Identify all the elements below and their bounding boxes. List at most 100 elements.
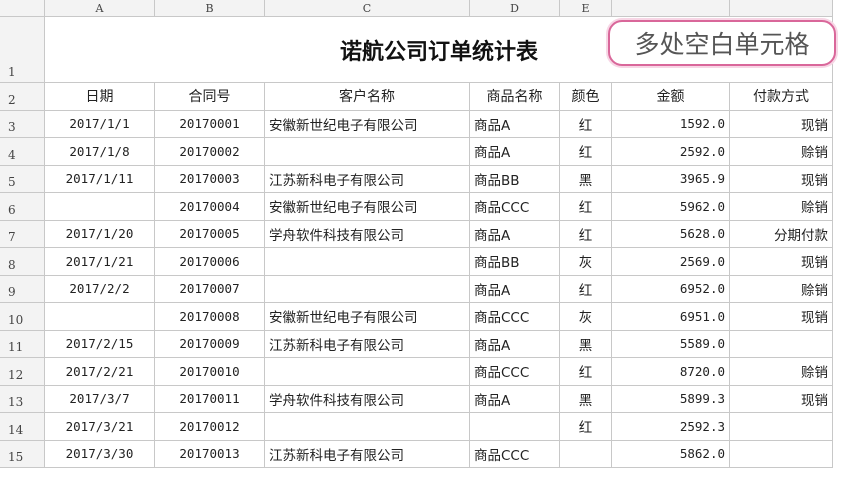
table-cell[interactable]: 20170013 (155, 440, 265, 468)
table-cell[interactable]: 黑 (560, 165, 612, 193)
table-cell[interactable]: 江苏新科电子有限公司 (265, 165, 470, 193)
table-header[interactable]: 颜色 (560, 83, 612, 111)
table-cell[interactable] (560, 440, 612, 468)
table-cell[interactable] (730, 440, 833, 468)
table-cell[interactable]: 20170006 (155, 248, 265, 276)
table-cell[interactable]: 3965.9 (612, 165, 730, 193)
table-cell[interactable]: 20170012 (155, 413, 265, 441)
column-header[interactable]: C (265, 0, 470, 17)
table-cell[interactable]: 5862.0 (612, 440, 730, 468)
table-cell[interactable]: 安徽新世纪电子有限公司 (265, 110, 470, 138)
table-cell[interactable] (730, 330, 833, 358)
column-header[interactable] (730, 0, 833, 17)
table-cell[interactable]: 5628.0 (612, 220, 730, 248)
table-header[interactable]: 合同号 (155, 83, 265, 111)
column-header[interactable]: A (45, 0, 155, 17)
table-cell[interactable]: 红 (560, 413, 612, 441)
table-cell[interactable]: 商品A (470, 275, 560, 303)
table-cell[interactable]: 商品CCC (470, 303, 560, 331)
table-cell[interactable]: 20170002 (155, 138, 265, 166)
table-cell[interactable]: 商品CCC (470, 440, 560, 468)
table-cell[interactable]: 20170005 (155, 220, 265, 248)
table-cell[interactable]: 商品A (470, 220, 560, 248)
table-cell[interactable]: 学舟软件科技有限公司 (265, 385, 470, 413)
table-cell[interactable]: 现销 (730, 110, 833, 138)
table-cell[interactable]: 商品CCC (470, 358, 560, 386)
table-cell[interactable]: 20170003 (155, 165, 265, 193)
table-cell[interactable]: 2569.0 (612, 248, 730, 276)
table-cell[interactable] (265, 275, 470, 303)
table-cell[interactable]: 黑 (560, 330, 612, 358)
table-cell[interactable]: 2017/2/21 (45, 358, 155, 386)
table-cell[interactable]: 赊销 (730, 358, 833, 386)
table-cell[interactable]: 商品A (470, 110, 560, 138)
table-cell[interactable]: 2017/3/30 (45, 440, 155, 468)
table-cell[interactable]: 商品CCC (470, 193, 560, 221)
row-header[interactable]: 7 (0, 220, 45, 248)
table-cell[interactable]: 2017/3/21 (45, 413, 155, 441)
table-header[interactable]: 付款方式 (730, 83, 833, 111)
table-cell[interactable]: 8720.0 (612, 358, 730, 386)
table-header[interactable]: 金额 (612, 83, 730, 111)
table-cell[interactable]: 红 (560, 358, 612, 386)
table-cell[interactable]: 灰 (560, 303, 612, 331)
table-cell[interactable]: 红 (560, 275, 612, 303)
row-header[interactable]: 15 (0, 440, 45, 468)
table-cell[interactable]: 6952.0 (612, 275, 730, 303)
table-cell[interactable]: 安徽新世纪电子有限公司 (265, 303, 470, 331)
table-cell[interactable]: 赊销 (730, 275, 833, 303)
table-cell[interactable]: 2592.0 (612, 138, 730, 166)
table-cell[interactable] (265, 358, 470, 386)
table-cell[interactable]: 现销 (730, 165, 833, 193)
table-header[interactable]: 商品名称 (470, 83, 560, 111)
row-header[interactable]: 13 (0, 385, 45, 413)
table-cell[interactable]: 黑 (560, 385, 612, 413)
table-cell[interactable]: 20170009 (155, 330, 265, 358)
row-header[interactable]: 2 (0, 83, 45, 111)
table-cell[interactable]: 20170010 (155, 358, 265, 386)
table-cell[interactable]: 现销 (730, 303, 833, 331)
table-cell[interactable]: 赊销 (730, 193, 833, 221)
table-cell[interactable]: 20170007 (155, 275, 265, 303)
table-cell[interactable]: 2592.3 (612, 413, 730, 441)
table-header[interactable]: 日期 (45, 83, 155, 111)
table-cell[interactable]: 赊销 (730, 138, 833, 166)
table-cell[interactable]: 商品A (470, 385, 560, 413)
row-header[interactable]: 12 (0, 358, 45, 386)
row-header[interactable]: 8 (0, 248, 45, 276)
row-header[interactable]: 9 (0, 275, 45, 303)
table-cell[interactable]: 灰 (560, 248, 612, 276)
table-cell[interactable]: 商品A (470, 330, 560, 358)
table-cell[interactable] (265, 413, 470, 441)
table-cell[interactable] (730, 413, 833, 441)
table-cell[interactable]: 2017/1/1 (45, 110, 155, 138)
table-cell[interactable]: 2017/3/7 (45, 385, 155, 413)
row-header[interactable]: 5 (0, 165, 45, 193)
table-cell[interactable]: 5899.3 (612, 385, 730, 413)
table-cell[interactable]: 5962.0 (612, 193, 730, 221)
column-header[interactable] (612, 0, 730, 17)
table-cell[interactable]: 红 (560, 138, 612, 166)
row-header[interactable]: 4 (0, 138, 45, 166)
table-cell[interactable]: 2017/1/20 (45, 220, 155, 248)
table-cell[interactable]: 商品BB (470, 165, 560, 193)
table-cell[interactable]: 现销 (730, 385, 833, 413)
table-header[interactable]: 客户名称 (265, 83, 470, 111)
table-cell[interactable]: 现销 (730, 248, 833, 276)
row-header[interactable]: 3 (0, 110, 45, 138)
table-cell[interactable]: 红 (560, 110, 612, 138)
table-cell[interactable] (265, 138, 470, 166)
table-cell[interactable]: 2017/1/8 (45, 138, 155, 166)
table-cell[interactable]: 商品A (470, 138, 560, 166)
table-cell[interactable]: 2017/2/15 (45, 330, 155, 358)
table-cell[interactable]: 20170004 (155, 193, 265, 221)
corner-cell[interactable] (0, 0, 45, 17)
table-cell[interactable]: 安徽新世纪电子有限公司 (265, 193, 470, 221)
table-cell[interactable]: 2017/2/2 (45, 275, 155, 303)
column-header[interactable]: B (155, 0, 265, 17)
table-cell[interactable]: 20170001 (155, 110, 265, 138)
table-cell[interactable]: 红 (560, 193, 612, 221)
table-cell[interactable]: 分期付款 (730, 220, 833, 248)
table-cell[interactable]: 学舟软件科技有限公司 (265, 220, 470, 248)
row-header[interactable]: 6 (0, 193, 45, 221)
